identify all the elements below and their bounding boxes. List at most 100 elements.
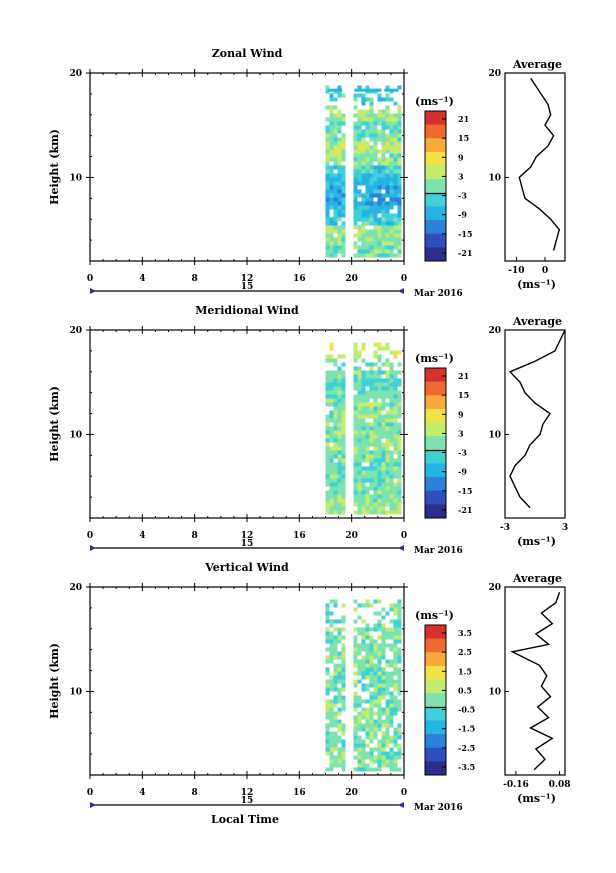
colorbar-tick-label: 2.5 [458,647,472,657]
heatmap-cell [329,205,334,210]
heatmap-cell [381,177,386,182]
heatmap-cell [357,137,362,142]
heatmap-cell [385,137,390,142]
heatmap-cell [329,358,334,363]
heatmap-cell [393,490,398,495]
heatmap-cell [369,498,374,503]
heatmap-cell [377,490,382,495]
heatmap-cell [377,177,382,182]
heatmap-cell [377,619,382,624]
heatmap-cell [397,245,402,250]
heatmap-cell [381,161,386,166]
heatmap-cell [369,502,374,507]
heatmap-cell [361,217,366,222]
heatmap-cell [329,185,334,190]
heatmap-cell [361,161,366,166]
heatmap-cell [361,237,366,242]
heatmap-cell [397,422,402,427]
heatmap-cell [389,402,394,407]
heatmap-cell [397,390,402,395]
heatmap-cell [369,153,374,158]
heatmap-cell [353,627,358,632]
heatmap-cell [393,350,398,355]
heatmap-cell [337,458,342,463]
colorbar-tick-label: -3 [458,191,467,201]
heatmap-cell [373,249,378,254]
heatmap-cell [397,169,402,174]
heatmap-cell [329,354,334,359]
heatmap-cell [381,723,386,728]
colorbar-segment [425,747,446,762]
heatmap-cell [353,474,358,479]
heatmap-cell [341,482,346,487]
heatmap-cell [341,651,346,656]
heatmap-cell [397,510,402,515]
heatmap-cell [397,751,402,756]
heatmap-cell [385,498,390,503]
heatmap-cell [385,402,390,407]
heatmap-cell [381,173,386,178]
heatmap-cell [369,647,374,652]
heatmap-cell [381,370,386,375]
heatmap-cell [385,370,390,375]
heatmap-cell [365,478,370,483]
heatmap-cell [357,113,362,118]
heatmap-cell [329,474,334,479]
heatmap-cell [353,510,358,515]
heatmap-cell [337,454,342,459]
heatmap-cell [361,181,366,186]
heatmap-cell [329,129,334,134]
heatmap-cell [353,225,358,230]
heatmap-cell [377,655,382,660]
heatmap-cell [393,474,398,479]
heatmap-cell [329,141,334,146]
heatmap-cell [337,181,342,186]
heatmap-cell [337,663,342,668]
heatmap-cell [377,193,382,198]
heatmap-cell [397,474,402,479]
heatmap-cell [377,117,382,122]
heatmap-cell [329,715,334,720]
heatmap-cell [385,418,390,423]
heatmap-cell [329,430,334,435]
heatmap-cell [373,454,378,459]
heatmap-cell [385,482,390,487]
heatmap-cell [397,113,402,118]
heatmap-cell [353,346,358,351]
heatmap-cell [365,181,370,186]
heatmap-cell [381,201,386,206]
heatmap-cell [385,165,390,170]
heatmap-cell [393,743,398,748]
heatmap-cell [361,426,366,431]
heatmap-cell [365,217,370,222]
heatmap-cell [377,430,382,435]
heatmap-cell [369,747,374,752]
heatmap-cell [361,635,366,640]
heatmap-cell [393,378,398,383]
heatmap-cell [393,225,398,230]
heatmap-cell [333,161,338,166]
heatmap-cell [365,659,370,664]
heatmap-cell [353,93,358,98]
heatmap-cell [397,727,402,732]
heatmap-cell [369,193,374,198]
heatmap-cell [393,370,398,375]
heatmap-cell [385,486,390,491]
heatmap-cell [385,462,390,467]
heatmap-cell [365,655,370,660]
heatmap-cell [325,743,330,748]
heatmap-cell [341,759,346,764]
heatmap-cell [369,165,374,170]
heatmap-cell [377,498,382,503]
x-tick-label: 16 [293,274,306,284]
heatmap-cell [385,719,390,724]
heatmap-cell [361,414,366,419]
heatmap-cell [357,482,362,487]
heatmap-cell [389,374,394,379]
x-tick-label: 0 [401,531,407,541]
heatmap-cell [357,719,362,724]
heatmap-cell [377,165,382,170]
heatmap-cell [397,225,402,230]
heatmap-cell [377,651,382,656]
